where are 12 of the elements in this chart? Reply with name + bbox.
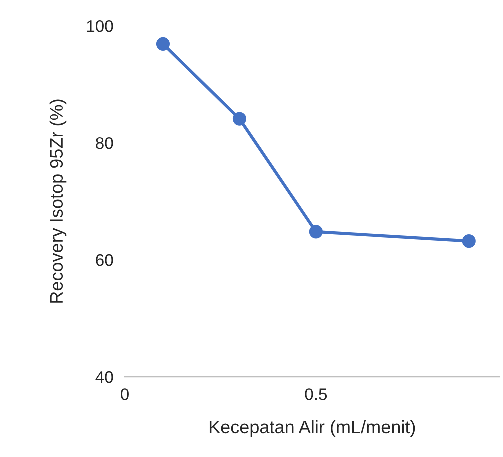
y-tick-label: 60 bbox=[96, 254, 114, 266]
point bbox=[309, 225, 323, 239]
point bbox=[232, 112, 246, 126]
x-axis-title: Kecepatan Alir (mL/menit) bbox=[210, 420, 416, 438]
point bbox=[156, 37, 170, 51]
point bbox=[462, 234, 476, 248]
y-tick-label: 80 bbox=[96, 137, 114, 150]
y-axis-title: Recovery Isotop 95Zr (%) bbox=[50, 100, 67, 303]
y-tick-label: 40 bbox=[96, 371, 114, 384]
x-tick-label: 0.5 bbox=[305, 388, 328, 400]
y-tick-label: 100 bbox=[87, 20, 114, 32]
x-tick-label: 0 bbox=[121, 388, 129, 400]
